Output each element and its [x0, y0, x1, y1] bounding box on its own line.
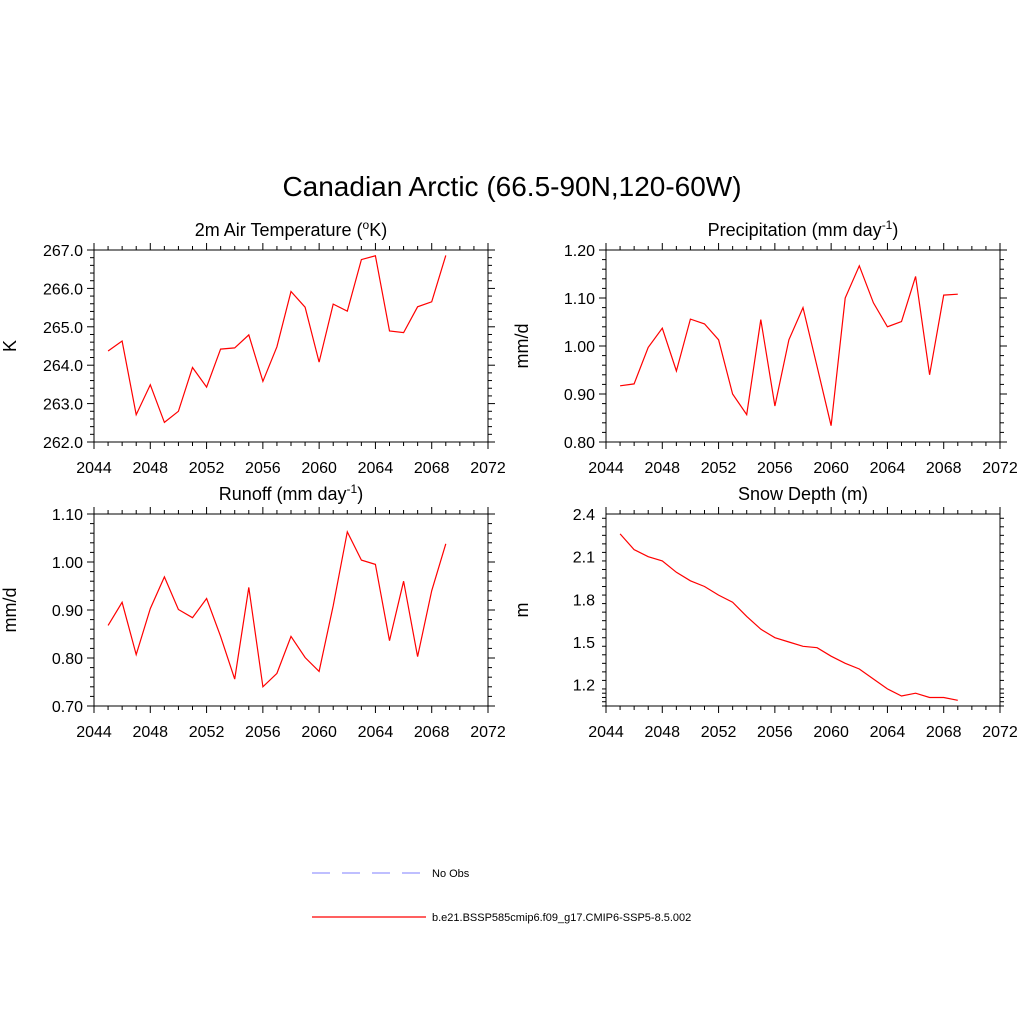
- series-line: [107, 529, 447, 689]
- y-tick-label: 1.2: [573, 678, 595, 695]
- plot-frame: [605, 249, 1001, 443]
- y-tick-label: 2.4: [573, 507, 595, 524]
- y-tick-label: 0.80: [564, 435, 595, 452]
- x-tick-label: 2072: [470, 460, 506, 477]
- panel-title-text: 2m Air Temperature (: [195, 220, 363, 240]
- panel-2: 2044 2048 2052 2056 2060 2064 2068 2072 0.80 0.90…: [512, 218, 1018, 477]
- y-tick-label: 265.0: [43, 320, 83, 337]
- y-tick-label: 1.10: [564, 291, 595, 308]
- series-line: [619, 533, 958, 701]
- plot-frame: [93, 513, 489, 707]
- panel-title-text-end: ): [357, 484, 363, 504]
- panel-1: 2044 2048 2052 2056 2060 2064 2068 2072 262.0 263…: [0, 218, 506, 477]
- y-tick-label: 1.00: [564, 339, 595, 356]
- x-tick-label: 2044: [76, 724, 112, 741]
- panel-title-text-end: ): [892, 220, 898, 240]
- x-tick-label: 2056: [245, 460, 281, 477]
- x-tick-label: 2060: [813, 724, 849, 741]
- x-tick-label: 2060: [301, 460, 337, 477]
- x-tick-label: 2056: [245, 724, 281, 741]
- x-tick-label: 2068: [926, 460, 962, 477]
- panel-title-text: Snow Depth (m): [738, 484, 868, 504]
- x-tick-label: 2064: [358, 460, 394, 477]
- panel-title: Runoff (mm day-1): [219, 482, 363, 504]
- panel-title: Snow Depth (m): [738, 484, 868, 504]
- panel-title-superscript: o: [363, 218, 370, 232]
- x-tick-label: 2060: [813, 460, 849, 477]
- x-tick-label: 2072: [982, 460, 1018, 477]
- y-axis-label: K: [0, 340, 20, 352]
- x-tick-label: 2064: [870, 460, 906, 477]
- y-tick-label: 1.00: [52, 555, 83, 572]
- x-tick-label: 2068: [414, 724, 450, 741]
- legend-item: No Obs: [312, 868, 470, 880]
- y-tick-label: 1.10: [52, 507, 83, 524]
- x-tick-label: 2056: [757, 724, 793, 741]
- y-tick-label: 2.1: [573, 550, 595, 567]
- x-tick-label: 2048: [644, 724, 680, 741]
- figure-title: Canadian Arctic (66.5-90N,120-60W): [282, 171, 741, 202]
- panel-title-text: Precipitation (mm day: [708, 220, 882, 240]
- x-tick-label: 2052: [189, 460, 225, 477]
- x-tick-label: 2048: [132, 724, 168, 741]
- x-tick-label: 2052: [189, 724, 225, 741]
- x-tick-label: 2044: [588, 460, 624, 477]
- plot-frame: [93, 249, 489, 443]
- panel-title: Precipitation (mm day-1): [708, 218, 899, 240]
- y-tick-label: 0.90: [564, 387, 595, 404]
- x-tick-label: 2048: [644, 460, 680, 477]
- y-tick-label: 0.70: [52, 699, 83, 716]
- x-tick-label: 2064: [358, 724, 394, 741]
- y-tick-label: 1.8: [573, 592, 595, 609]
- y-tick-label: 1.5: [573, 635, 595, 652]
- plot-frame: [605, 513, 1001, 707]
- panel-title-text-end: K): [369, 220, 387, 240]
- x-tick-label: 2052: [701, 724, 737, 741]
- panel-title-superscript: -1: [347, 482, 358, 496]
- y-tick-label: 262.0: [43, 435, 83, 452]
- panel-title-text: Runoff (mm day: [219, 484, 347, 504]
- x-tick-label: 2060: [301, 724, 337, 741]
- x-tick-label: 2072: [470, 724, 506, 741]
- series-line: [620, 264, 958, 426]
- legend-label: No Obs: [432, 868, 470, 880]
- y-tick-label: 0.90: [52, 603, 83, 620]
- legend: No Obs b.e21.BSSP585cmip6.f09_g17.CMIP6-S…: [312, 868, 691, 924]
- panel-3: 2044 2048 2052 2056 2060 2064 2068 2072 0.70 0.80…: [0, 482, 506, 741]
- y-tick-label: 264.0: [43, 358, 83, 375]
- y-tick-label: 263.0: [43, 397, 83, 414]
- y-tick-label: 267.0: [43, 243, 83, 260]
- x-tick-label: 2044: [76, 460, 112, 477]
- y-tick-label: 0.80: [52, 651, 83, 668]
- x-tick-label: 2068: [926, 724, 962, 741]
- panels-group: 2044 2048 2052 2056 2060 2064 2068 2072 262.0 263…: [0, 218, 1018, 741]
- legend-label: b.e21.BSSP585cmip6.f09_g17.CMIP6-SSP5-8.…: [432, 912, 691, 924]
- x-tick-label: 2048: [132, 460, 168, 477]
- y-axis-label: m: [512, 603, 532, 618]
- y-tick-label: 266.0: [43, 281, 83, 298]
- x-tick-label: 2052: [701, 460, 737, 477]
- panel-title: 2m Air Temperature (oK): [195, 218, 387, 240]
- y-axis-label: mm/d: [512, 324, 532, 369]
- panel-title-superscript: -1: [882, 218, 893, 232]
- series-line: [107, 255, 447, 424]
- y-tick-label: 1.20: [564, 243, 595, 260]
- x-tick-label: 2044: [588, 724, 624, 741]
- x-tick-label: 2064: [870, 724, 906, 741]
- x-tick-label: 2072: [982, 724, 1018, 741]
- legend-item: b.e21.BSSP585cmip6.f09_g17.CMIP6-SSP5-8.…: [312, 912, 691, 924]
- y-axis-label: mm/d: [0, 588, 20, 633]
- x-tick-label: 2056: [757, 460, 793, 477]
- x-tick-label: 2068: [414, 460, 450, 477]
- panel-4: 2044 2048 2052 2056 2060 2064 2068 2072 1.2 1.5 1.…: [512, 484, 1018, 741]
